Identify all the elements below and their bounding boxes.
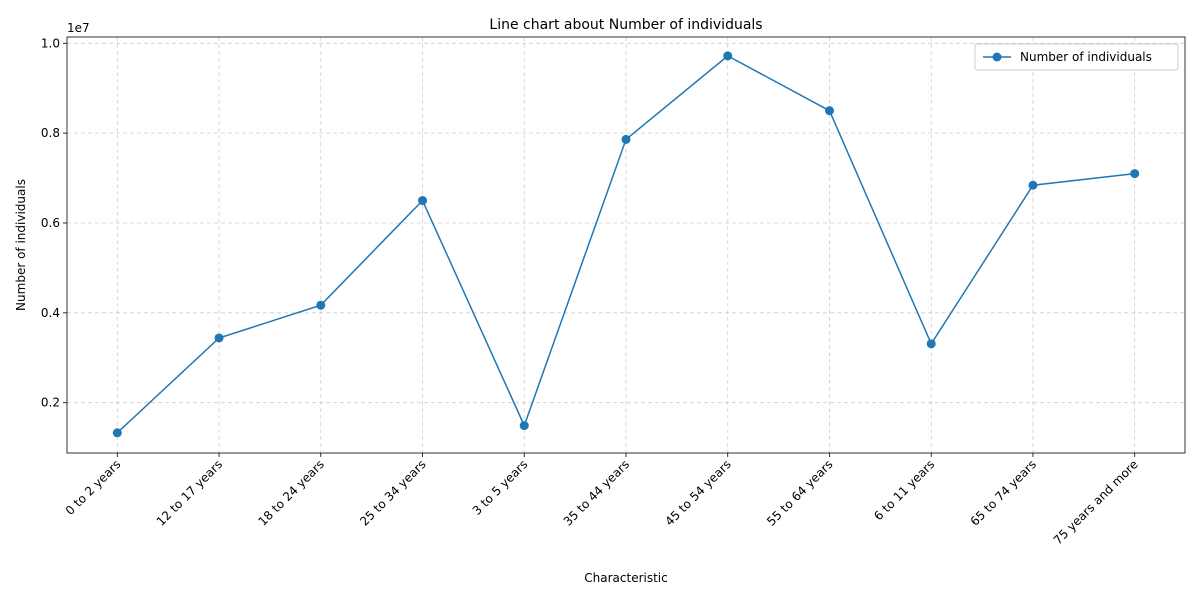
- legend-point-marker: [992, 52, 1002, 62]
- data-point: [112, 428, 122, 438]
- legend: Number of individuals: [974, 43, 1179, 71]
- y-tick-label: 0.8: [41, 126, 60, 140]
- x-tick-label: 0 to 2 years: [63, 457, 124, 518]
- data-point: [1130, 169, 1140, 179]
- data-point: [1028, 180, 1038, 190]
- x-axis-label: Characteristic: [584, 571, 667, 585]
- x-tick-label: 18 to 24 years: [255, 457, 326, 528]
- x-tick-label: 6 to 11 years: [871, 457, 937, 523]
- x-tick-label: 75 years and more: [1051, 457, 1141, 547]
- y-tick-label: 0.6: [41, 216, 60, 230]
- x-tick-label: 12 to 17 years: [154, 457, 225, 528]
- data-point: [723, 51, 733, 61]
- x-tick-label: 45 to 54 years: [662, 457, 733, 528]
- data-point: [418, 196, 428, 206]
- legend-label: Number of individuals: [1020, 50, 1152, 64]
- y-tick-label: 0.4: [41, 306, 60, 320]
- data-point: [824, 106, 834, 116]
- y-axis-offset-label: 1e7: [67, 21, 90, 35]
- y-tick-label: 1.0: [41, 36, 60, 50]
- x-tick-label: 55 to 64 years: [764, 457, 835, 528]
- x-tick-label: 65 to 74 years: [968, 457, 1039, 528]
- x-tick-label: 25 to 34 years: [357, 457, 428, 528]
- y-tick-label: 0.2: [41, 396, 60, 410]
- data-point: [316, 300, 326, 310]
- data-point: [214, 333, 224, 343]
- grid-layer: [67, 37, 1185, 453]
- legend-box: [974, 43, 1179, 71]
- chart-title: Line chart about Number of individuals: [489, 17, 762, 33]
- y-axis: 0.2 0.4 0.6 0.8 1.0: [41, 36, 67, 410]
- x-axis: 0 to 2 years 12 to 17 years 18 to 24 years…: [63, 453, 1141, 547]
- data-point: [519, 421, 529, 431]
- y-axis-label: Number of individuals: [14, 179, 28, 311]
- data-point: [621, 134, 631, 144]
- x-tick-label: 3 to 5 years: [470, 457, 531, 518]
- plot-layer: [112, 51, 1140, 438]
- x-tick-label: 35 to 44 years: [561, 457, 632, 528]
- data-point: [926, 339, 936, 349]
